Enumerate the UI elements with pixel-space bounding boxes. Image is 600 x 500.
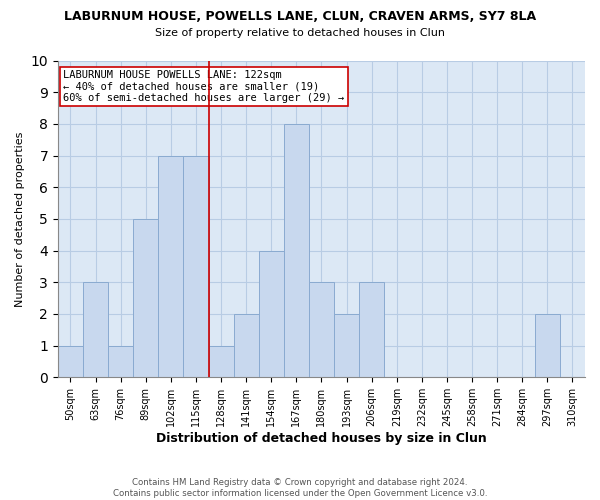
Bar [535,314,560,378]
Text: LABURNUM HOUSE POWELLS LANE: 122sqm
← 40% of detached houses are smaller (19)
60: LABURNUM HOUSE POWELLS LANE: 122sqm ← 40… [63,70,344,103]
Bar [83,282,108,378]
Bar [334,314,359,378]
Text: LABURNUM HOUSE, POWELLS LANE, CLUN, CRAVEN ARMS, SY7 8LA: LABURNUM HOUSE, POWELLS LANE, CLUN, CRAV… [64,10,536,23]
X-axis label: Distribution of detached houses by size in Clun: Distribution of detached houses by size … [156,432,487,445]
Bar [259,250,284,378]
Bar [359,282,384,378]
Bar [184,156,209,378]
Bar [108,346,133,378]
Bar [133,219,158,378]
Bar [58,346,83,378]
Text: Size of property relative to detached houses in Clun: Size of property relative to detached ho… [155,28,445,38]
Text: Contains HM Land Registry data © Crown copyright and database right 2024.
Contai: Contains HM Land Registry data © Crown c… [113,478,487,498]
Bar [158,156,184,378]
Bar [284,124,309,378]
Bar [209,346,233,378]
Bar [233,314,259,378]
Y-axis label: Number of detached properties: Number of detached properties [15,131,25,306]
Bar [309,282,334,378]
